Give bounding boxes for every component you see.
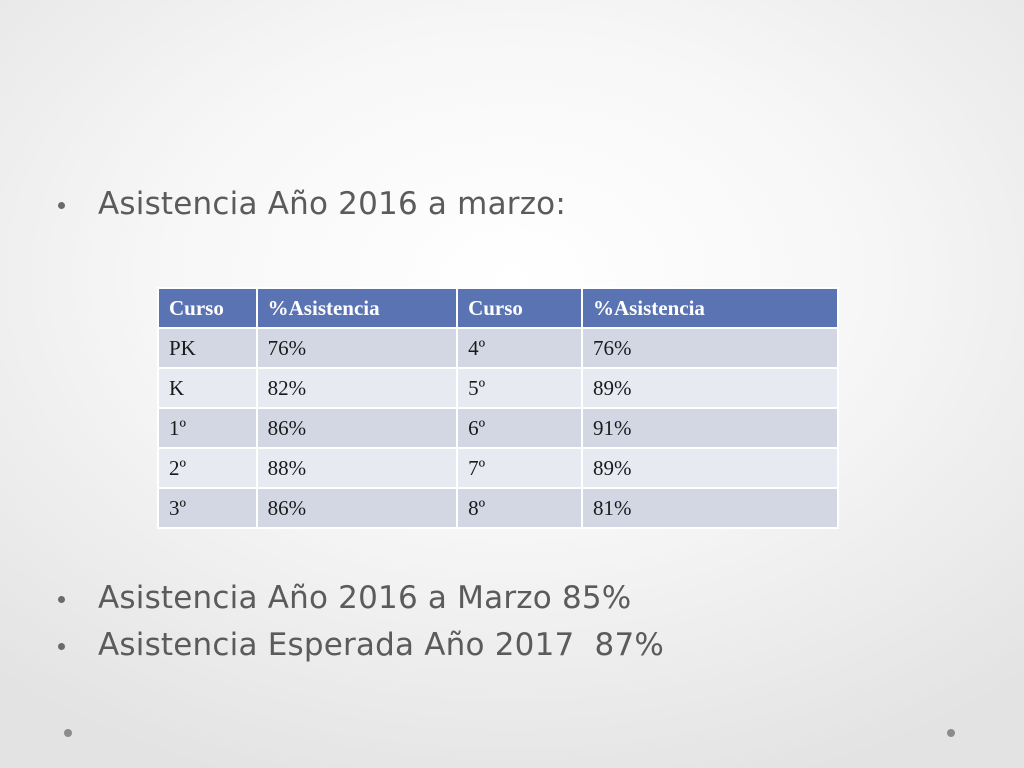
bullet-item: Asistencia Año 2016 a Marzo 85%: [58, 580, 631, 616]
bullet-item: Asistencia Año 2016 a marzo:: [58, 186, 566, 222]
table-row: 2º 88% 7º 89%: [157, 447, 840, 489]
table-cell: 86%: [255, 487, 459, 529]
table-cell: 3º: [157, 487, 258, 529]
table-cell: 7º: [456, 447, 583, 489]
header-asistencia: %Asistencia: [255, 287, 459, 329]
bullet-item: Asistencia Esperada Año 2017 87%: [58, 627, 664, 663]
table-cell: 91%: [580, 407, 840, 449]
bullet-dot-icon: [58, 595, 65, 603]
table-cell: 1º: [157, 407, 258, 449]
decorative-dot-icon: [64, 729, 72, 737]
table-header-row: Curso %Asistencia Curso %Asistencia: [157, 287, 840, 329]
header-asistencia: %Asistencia: [580, 287, 840, 329]
bullet-dot-icon: [58, 642, 65, 650]
table-cell: PK: [157, 327, 258, 369]
table-cell: 82%: [255, 367, 459, 409]
header-curso: Curso: [157, 287, 258, 329]
table-cell: K: [157, 367, 258, 409]
bullet-text: Asistencia Esperada Año 2017 87%: [98, 627, 665, 663]
table-cell: 76%: [255, 327, 459, 369]
table-row: 1º 86% 6º 91%: [157, 407, 840, 449]
table-row: 3º 86% 8º 81%: [157, 487, 840, 529]
attendance-table: Curso %Asistencia Curso %Asistencia PK 7…: [157, 287, 840, 529]
table-row: K 82% 5º 89%: [157, 367, 840, 409]
table-cell: 89%: [580, 447, 840, 489]
table-cell: 2º: [157, 447, 258, 489]
table-cell: 86%: [255, 407, 459, 449]
table-cell: 89%: [580, 367, 840, 409]
bullet-text: Asistencia Año 2016 a Marzo 85%: [98, 580, 632, 616]
table-cell: 4º: [456, 327, 583, 369]
table-cell: 5º: [456, 367, 583, 409]
table-cell: 76%: [580, 327, 840, 369]
table-cell: 81%: [580, 487, 840, 529]
table-cell: 8º: [456, 487, 583, 529]
table-cell: 6º: [456, 407, 583, 449]
header-curso: Curso: [456, 287, 583, 329]
decorative-dot-icon: [947, 729, 955, 737]
bullet-text: Asistencia Año 2016 a marzo:: [98, 186, 566, 222]
table-cell: 88%: [255, 447, 459, 489]
bullet-dot-icon: [58, 201, 65, 209]
table-row: PK 76% 4º 76%: [157, 327, 840, 369]
